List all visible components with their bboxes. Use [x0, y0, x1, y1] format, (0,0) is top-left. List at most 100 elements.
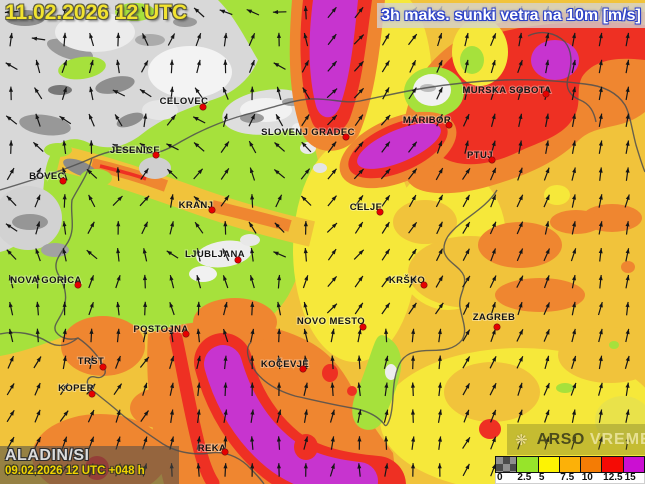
city-dot [359, 323, 367, 331]
wind-arrow-shafts [4, 5, 630, 477]
gust-region [169, 331, 220, 484]
gust-region [347, 386, 357, 396]
terrain-patch [115, 3, 155, 21]
strong-gust-layer [32, 0, 645, 484]
gust-region [322, 364, 338, 382]
city-marker: REKA [197, 442, 229, 456]
city-marker: CELOVEC [159, 95, 209, 111]
legend-cell [559, 457, 582, 472]
gust-region [556, 383, 574, 393]
map-title: 3h maks. sunki vetra na 10m [m/s] [377, 3, 645, 28]
product-name-label: VREME [589, 430, 645, 448]
agency-name-label: ARSO [536, 430, 585, 448]
terrain-patch [12, 214, 48, 230]
city-dot [542, 90, 550, 98]
gust-region [357, 123, 441, 169]
city-label: LJUBLJANA [185, 249, 245, 260]
city-marker: MURSKA SOBOTA [461, 84, 552, 98]
gust-region [550, 210, 602, 234]
wind-speed-legend: 0 2.5 5 7.5 10 12.5 15 [495, 456, 645, 484]
city-marker: KOČEVJE [260, 357, 310, 373]
city-label: KRANJ [179, 200, 214, 211]
country-border [0, 79, 645, 191]
city-markers-layer: CELOVEC JESENICE BOVEC KRANJ SLOVENJ GRADEC M… [9, 84, 552, 456]
city-label: SLOVENJ GRADEC [261, 127, 355, 138]
city-label: REKA [198, 443, 227, 454]
gust-region [495, 278, 585, 312]
city-label: NOVO MESTO [297, 316, 365, 327]
gust-region [130, 388, 190, 428]
city-marker: LJUBLJANA [184, 248, 246, 264]
city-label: KOPER [58, 383, 94, 394]
gust-region [294, 434, 318, 460]
city-label: BOVEC [29, 171, 65, 182]
city-marker: NOVO MESTO [296, 315, 367, 331]
gust-region [609, 341, 619, 349]
terrain-patch [116, 112, 144, 128]
legend-color-cells [495, 456, 645, 473]
city-label: TRST [78, 356, 104, 367]
city-dot [99, 363, 107, 371]
legend-cell [623, 457, 644, 472]
terrain-patch [41, 243, 69, 257]
gust-region [61, 316, 145, 376]
terrain-patch [95, 76, 135, 94]
legend-tick: 2.5 [517, 472, 532, 483]
terrain-patch [19, 114, 71, 136]
city-marker: BOVEC [28, 170, 67, 185]
city-dot [221, 448, 229, 456]
terrain-patch [44, 143, 72, 157]
gust-region [352, 335, 402, 430]
city-label: JESENICE [110, 145, 160, 156]
city-label: POSTOJNA [133, 324, 188, 335]
legend-tick: 12.5 [603, 472, 623, 483]
legend-tick: 0 [497, 472, 503, 483]
terrain-patch [48, 85, 72, 95]
city-marker: SLOVENJ GRADEC [260, 126, 355, 141]
terrain-patch [5, 10, 45, 26]
city-label: CELOVEC [160, 96, 209, 107]
city-marker: MARIBOR [402, 114, 453, 129]
city-dot [493, 323, 501, 331]
country-border [527, 31, 597, 123]
model-run-label: 09.02.2026 12 UTC +048 h [5, 465, 145, 477]
terrain-patch [58, 56, 106, 80]
city-label: CELJE [350, 202, 383, 213]
city-marker: KRANJ [178, 199, 216, 214]
wind-arrows-layer [4, 5, 630, 477]
city-dot [445, 121, 453, 129]
legend-tick: 10 [581, 472, 593, 483]
terrain-patch [240, 234, 260, 246]
city-marker: KRŠKO [388, 273, 428, 289]
city-dot [74, 281, 82, 289]
snowflake-sun-icon: ❋ [515, 431, 528, 449]
terrain-patch [189, 266, 217, 282]
terrain-patch [173, 17, 197, 27]
city-marker: CELJE [349, 201, 384, 216]
legend-tick-labels: 0 2.5 5 7.5 10 12.5 15 [495, 472, 645, 484]
city-dot [299, 365, 307, 373]
gust-region [210, 200, 292, 232]
city-dot [152, 151, 160, 159]
legend-tick: 7.5 [560, 472, 575, 483]
gust-region [478, 222, 562, 268]
gust-region [621, 261, 635, 273]
city-label: PTUJ [467, 150, 493, 161]
city-dot [59, 177, 67, 185]
model-name-label: ALADIN/SI [5, 447, 90, 464]
city-label: ZAGREB [473, 312, 516, 323]
city-marker: PTUJ [466, 149, 496, 164]
city-label: MARIBOR [403, 115, 451, 126]
city-dot [88, 390, 96, 398]
city-dot [182, 330, 190, 338]
city-dot [488, 156, 496, 164]
terrain-patch [148, 46, 232, 98]
terrain-patch [142, 100, 178, 120]
gust-region [531, 40, 579, 80]
city-marker: ZAGREB [472, 311, 516, 331]
legend-cell [496, 457, 518, 472]
city-marker: POSTOJNA [132, 323, 190, 338]
legend-cell [538, 457, 560, 472]
